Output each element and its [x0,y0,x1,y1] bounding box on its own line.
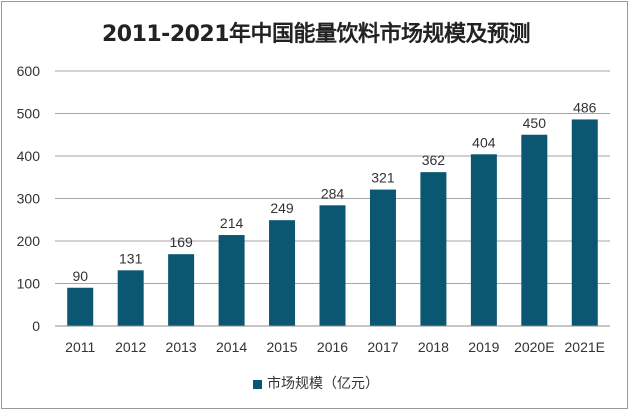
bar [218,235,245,326]
bar [521,134,548,326]
data-label: 131 [119,250,143,266]
bar [369,189,396,326]
bar [269,220,296,326]
x-tick-label: 2013 [166,339,197,355]
x-tick-label: 2015 [266,339,297,355]
data-label: 214 [220,215,244,231]
data-label: 450 [523,115,547,131]
x-tick-label: 2014 [216,339,247,355]
bar [571,119,598,326]
y-tick-label: 300 [17,191,41,207]
x-tick-label: 2017 [367,339,398,355]
data-label: 169 [169,234,193,250]
chart-frame [1,1,628,409]
bar [117,270,144,326]
legend-swatch [253,379,262,389]
bar [470,154,497,326]
x-tick-label: 2012 [115,339,146,355]
bar [168,254,195,326]
x-tick-label: 2011 [65,339,95,355]
y-tick-label: 500 [17,106,41,122]
x-tick-label: 2018 [418,339,449,355]
y-tick-label: 600 [17,63,41,79]
bar [319,205,346,326]
data-label: 90 [72,268,88,284]
bar [420,172,447,326]
x-tick-label: 2020E [514,339,554,355]
bar [67,287,94,326]
y-tick-label: 400 [17,148,41,164]
data-label: 486 [573,99,597,115]
legend: 市场规模（亿元） [0,373,632,393]
data-label: 321 [371,170,395,186]
data-label: 249 [270,200,294,216]
x-tick-label: 2019 [468,339,499,355]
x-tick-label: 2016 [317,339,348,355]
y-tick-label: 200 [17,233,41,249]
data-label: 362 [422,152,446,168]
y-tick-label: 0 [32,318,40,334]
x-tick-label: 2021E [565,339,605,355]
data-label: 404 [472,134,496,150]
chart-title: 2011-2021年中国能量饮料市场规模及预测 [101,22,531,47]
data-label: 284 [321,185,345,201]
y-tick-label: 100 [17,276,41,292]
legend-label: 市场规模（亿元） [267,376,379,392]
